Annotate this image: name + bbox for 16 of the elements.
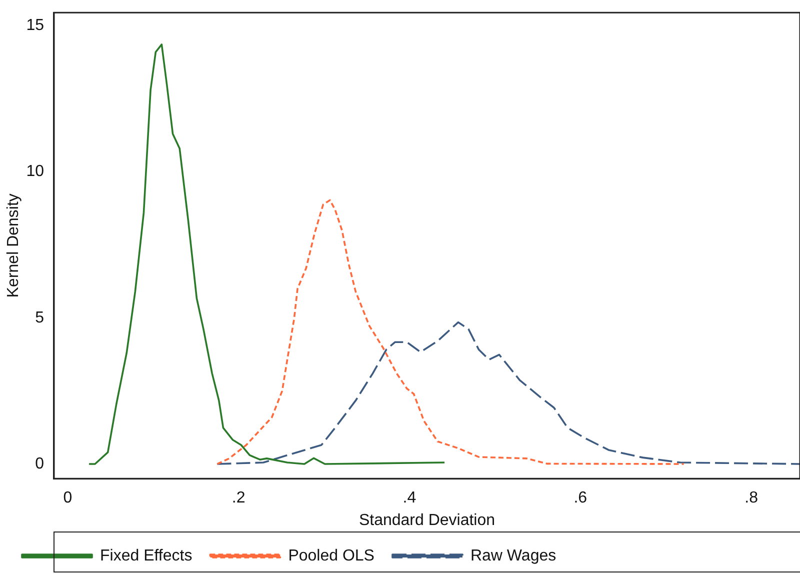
x-tick-label: .8 <box>744 490 758 507</box>
legend-label: Raw Wages <box>470 547 556 564</box>
y-tick-label: 0 <box>35 455 44 472</box>
y-axis-title: Kernel Density <box>5 194 22 298</box>
x-tick-label: .6 <box>574 490 588 507</box>
legend-label: Fixed Effects <box>100 547 192 564</box>
x-tick-label: .2 <box>232 490 246 507</box>
legend-label: Pooled OLS <box>288 547 374 564</box>
x-axis-title: Standard Deviation <box>358 512 496 529</box>
line-series <box>216 321 800 465</box>
y-tick-label: 5 <box>35 309 44 326</box>
y-tick-label: 10 <box>26 163 44 180</box>
x-tick-label: .4 <box>402 490 416 507</box>
y-tick-label: 15 <box>26 17 44 34</box>
line-series <box>216 199 685 465</box>
x-tick-label: 0 <box>63 490 72 507</box>
